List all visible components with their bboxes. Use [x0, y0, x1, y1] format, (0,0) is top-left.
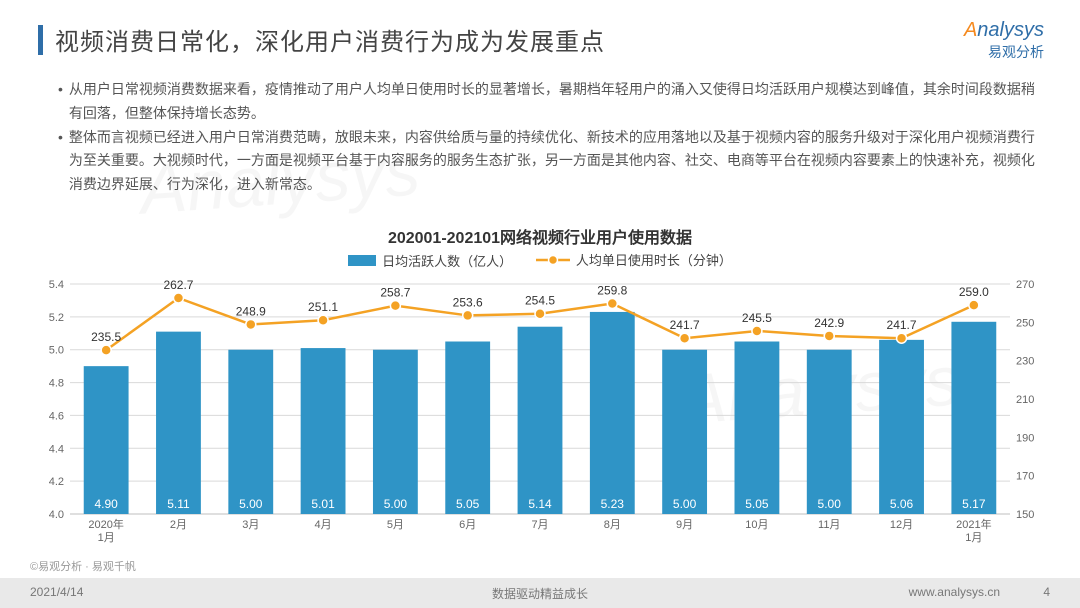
svg-text:2020年: 2020年 [88, 517, 123, 531]
svg-text:5.06: 5.06 [890, 497, 914, 511]
svg-text:5.00: 5.00 [673, 497, 697, 511]
svg-text:270: 270 [1016, 279, 1034, 291]
svg-text:4.8: 4.8 [49, 378, 64, 390]
svg-text:4.2: 4.2 [49, 476, 64, 488]
svg-text:262.7: 262.7 [163, 278, 193, 292]
svg-text:1月: 1月 [965, 532, 982, 544]
svg-text:4.90: 4.90 [94, 497, 118, 511]
svg-text:248.9: 248.9 [236, 304, 266, 318]
svg-text:241.7: 241.7 [670, 318, 700, 332]
chart-legend: 日均活跃人数（亿人） 人均单日使用时长（分钟） [0, 250, 1080, 270]
title-bar: 视频消费日常化，深化用户消费行为成为发展重点 [38, 22, 605, 57]
svg-text:3月: 3月 [242, 519, 259, 531]
svg-text:190: 190 [1016, 432, 1034, 444]
svg-text:5.01: 5.01 [311, 497, 335, 511]
summary-bullets: •从用户日常视频消费数据来看，疫情推动了用户人均单日使用时长的显著增长，暑期档年… [58, 78, 1038, 197]
svg-text:5.11: 5.11 [167, 497, 190, 511]
bar-swatch-icon [348, 255, 376, 266]
svg-text:210: 210 [1016, 394, 1034, 406]
svg-text:5.05: 5.05 [745, 497, 769, 511]
bullet-text: 从用户日常视频消费数据来看，疫情推动了用户人均单日使用时长的显著增长，暑期档年轻… [69, 78, 1038, 126]
svg-text:5.4: 5.4 [49, 279, 64, 291]
svg-text:9月: 9月 [676, 519, 693, 531]
chart-area: 4.0 4.2 4.4 4.6 4.8 5.0 5.2 5.4 150 170 190 210 230 2… [30, 274, 1050, 550]
bullet-item: •整体而言视频已经进入用户日常消费范畴，放眼未来，内容供给质与量的持续优化、新技… [58, 126, 1038, 197]
svg-text:150: 150 [1016, 509, 1034, 521]
svg-text:245.5: 245.5 [742, 311, 772, 325]
footer-page: 4 [1043, 585, 1050, 599]
svg-text:5.14: 5.14 [528, 497, 552, 511]
legend-line-label: 人均单日使用时长（分钟） [576, 250, 732, 269]
bullet-dot-icon: • [58, 126, 63, 197]
svg-text:1月: 1月 [98, 532, 115, 544]
legend-bar: 日均活跃人数（亿人） [348, 251, 512, 270]
bullet-text: 整体而言视频已经进入用户日常消费范畴，放眼未来，内容供给质与量的持续优化、新技术… [69, 126, 1038, 197]
svg-text:2021年: 2021年 [956, 517, 991, 531]
footer-bar: 2021/4/14 数据驱动精益成长 www.analysys.cn 4 [0, 578, 1080, 608]
footer-caption: 数据驱动精益成长 [492, 585, 588, 602]
svg-text:5.05: 5.05 [456, 497, 480, 511]
brand-logo: Analysys 易观分析 [964, 20, 1044, 62]
svg-text:242.9: 242.9 [814, 316, 844, 330]
footer-url: www.analysys.cn [909, 585, 1000, 599]
logo-chinese: 易观分析 [964, 42, 1044, 62]
svg-text:4月: 4月 [315, 519, 332, 531]
bullet-item: •从用户日常视频消费数据来看，疫情推动了用户人均单日使用时长的显著增长，暑期档年… [58, 78, 1038, 126]
svg-text:5.2: 5.2 [49, 312, 64, 324]
legend-bar-label: 日均活跃人数（亿人） [382, 251, 512, 270]
svg-text:2月: 2月 [170, 519, 187, 531]
svg-text:250: 250 [1016, 317, 1034, 329]
line-swatch-icon [536, 254, 570, 266]
svg-text:5.00: 5.00 [239, 497, 263, 511]
svg-text:5.23: 5.23 [601, 497, 625, 511]
svg-text:251.1: 251.1 [308, 300, 338, 314]
svg-text:5.17: 5.17 [962, 497, 986, 511]
svg-text:5.00: 5.00 [818, 497, 842, 511]
logo-english: Analysys [964, 20, 1044, 40]
svg-text:10月: 10月 [745, 519, 768, 531]
svg-text:259.8: 259.8 [597, 284, 627, 298]
svg-text:4.4: 4.4 [49, 443, 64, 455]
svg-text:259.0: 259.0 [959, 285, 989, 299]
svg-text:4.6: 4.6 [49, 410, 64, 422]
svg-text:254.5: 254.5 [525, 294, 555, 308]
svg-text:253.6: 253.6 [453, 295, 483, 309]
title-accent [38, 25, 43, 55]
svg-text:12月: 12月 [890, 519, 913, 531]
footer-date: 2021/4/14 [30, 585, 83, 599]
svg-text:6月: 6月 [459, 519, 476, 531]
svg-text:258.7: 258.7 [380, 286, 410, 300]
svg-text:170: 170 [1016, 471, 1034, 483]
svg-text:241.7: 241.7 [887, 318, 917, 332]
page-title: 视频消费日常化，深化用户消费行为成为发展重点 [55, 22, 605, 57]
svg-text:235.5: 235.5 [91, 330, 121, 344]
svg-text:7月: 7月 [531, 519, 548, 531]
chart-title: 202001-202101网络视频行业用户使用数据 [0, 224, 1080, 248]
svg-text:5.00: 5.00 [384, 497, 408, 511]
svg-text:5月: 5月 [387, 519, 404, 531]
svg-text:8月: 8月 [604, 519, 621, 531]
svg-text:5.0: 5.0 [49, 345, 64, 357]
svg-text:11月: 11月 [818, 519, 840, 531]
legend-line: 人均单日使用时长（分钟） [536, 250, 732, 269]
svg-text:4.0: 4.0 [49, 509, 64, 521]
svg-text:230: 230 [1016, 356, 1034, 368]
bullet-dot-icon: • [58, 78, 63, 126]
copyright-text: ©易观分析 · 易观千帆 [30, 558, 136, 574]
